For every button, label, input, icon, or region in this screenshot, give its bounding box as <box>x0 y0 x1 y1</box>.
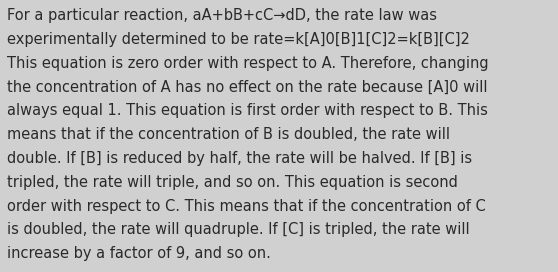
Text: the concentration of A has no effect on the rate because [A]0 will: the concentration of A has no effect on … <box>7 79 488 95</box>
Text: experimentally determined to be rate=k[A]0[B]1[C]2=k[B][C]2: experimentally determined to be rate=k[A… <box>7 32 470 47</box>
Text: order with respect to C. This means that if the concentration of C: order with respect to C. This means that… <box>7 199 486 214</box>
Text: For a particular reaction, aA+bB+cC→dD, the rate law was: For a particular reaction, aA+bB+cC→dD, … <box>7 8 437 23</box>
Text: tripled, the rate will triple, and so on. This equation is second: tripled, the rate will triple, and so on… <box>7 175 458 190</box>
Text: increase by a factor of 9, and so on.: increase by a factor of 9, and so on. <box>7 246 271 261</box>
Text: always equal 1. This equation is first order with respect to B. This: always equal 1. This equation is first o… <box>7 103 488 118</box>
Text: is doubled, the rate will quadruple. If [C] is tripled, the rate will: is doubled, the rate will quadruple. If … <box>7 222 470 237</box>
Text: means that if the concentration of B is doubled, the rate will: means that if the concentration of B is … <box>7 127 450 142</box>
Text: This equation is zero order with respect to A. Therefore, changing: This equation is zero order with respect… <box>7 56 489 71</box>
Text: double. If [B] is reduced by half, the rate will be halved. If [B] is: double. If [B] is reduced by half, the r… <box>7 151 473 166</box>
